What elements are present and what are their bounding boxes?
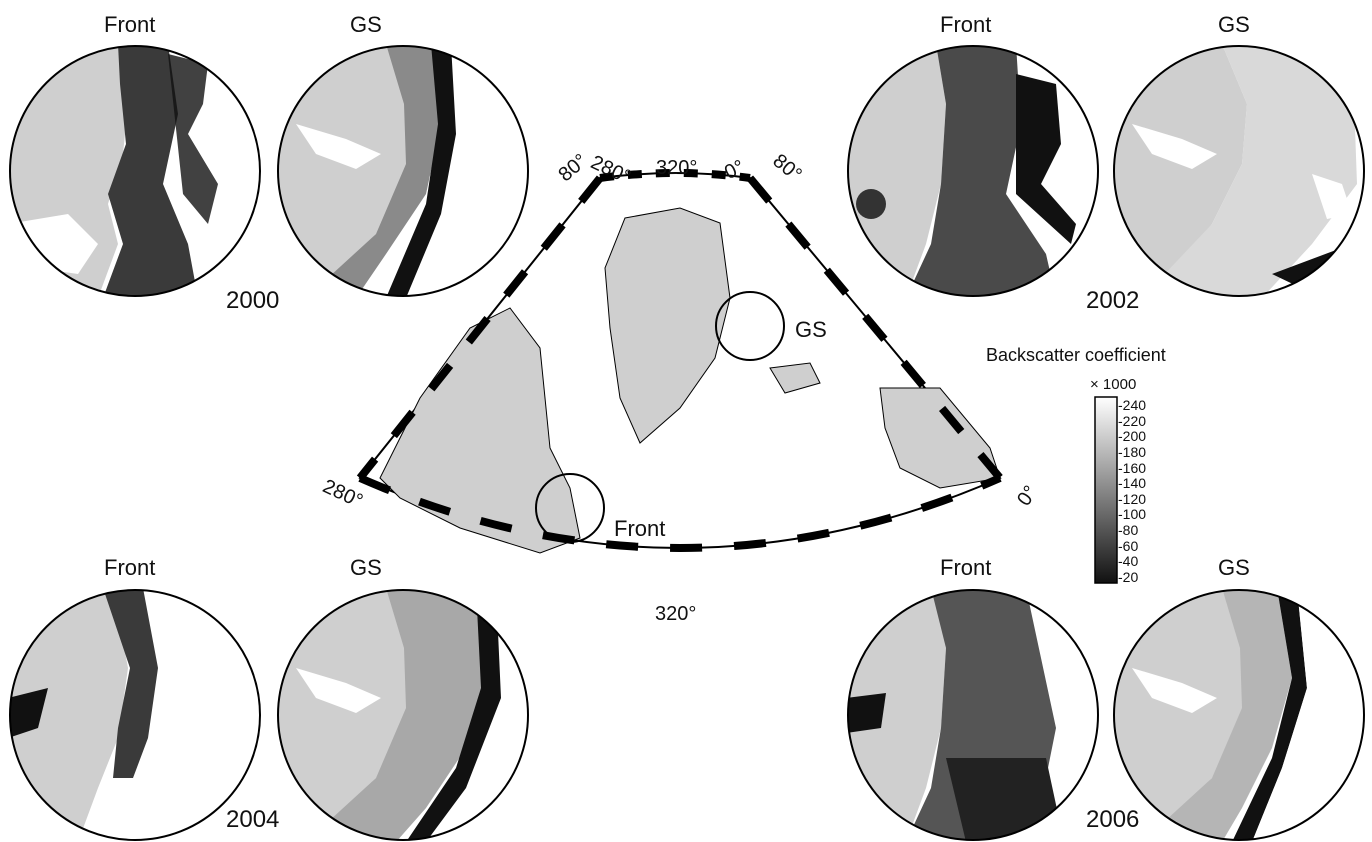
colorbar-tick-label: -140 bbox=[1118, 475, 1147, 492]
front-label-2004: Front bbox=[104, 555, 156, 580]
front-location-circle bbox=[535, 473, 605, 543]
map-circle-label-front: Front bbox=[614, 516, 666, 541]
map-top-label-320: 320° bbox=[656, 157, 698, 179]
colorbar-scale: × 1000 bbox=[1090, 376, 1137, 393]
colorbar-tick-label: -20 bbox=[1118, 569, 1139, 585]
front-label-2000: Front bbox=[104, 12, 156, 37]
colorbar-tick-label: -240 bbox=[1118, 397, 1147, 413]
year-label-2006: 2006 bbox=[1086, 806, 1140, 833]
gs-circle-2000 bbox=[277, 45, 529, 297]
colorbar-tick-label: -40 bbox=[1118, 553, 1139, 570]
colorbar-tick-label: -120 bbox=[1118, 490, 1147, 507]
colorbar-tick-label: -180 bbox=[1118, 443, 1147, 460]
gs-circle-2004 bbox=[277, 589, 529, 841]
year-label-2004: 2004 bbox=[226, 806, 280, 833]
north-america bbox=[379, 307, 581, 554]
colorbar-tick-label: -160 bbox=[1118, 459, 1147, 476]
colorbar-tick-label: -220 bbox=[1118, 412, 1147, 429]
front-circle-2004 bbox=[9, 589, 261, 841]
europe bbox=[879, 387, 1001, 489]
gs-location-circle bbox=[715, 291, 785, 361]
colorbar-tick-label: -80 bbox=[1118, 522, 1139, 539]
gs-circle-2006 bbox=[1113, 589, 1365, 841]
gs-circle-2002 bbox=[1113, 45, 1365, 297]
colorbar-tick-label: -60 bbox=[1118, 537, 1139, 554]
year-label-2000: 2000 bbox=[226, 287, 280, 314]
iceland bbox=[769, 362, 821, 394]
map-bottom-label-320: 320° bbox=[655, 603, 697, 625]
colorbar-title: Backscatter coefficient bbox=[986, 345, 1166, 365]
map-circle-label-gs: GS bbox=[795, 317, 827, 342]
year-label-2002: 2002 bbox=[1086, 287, 1140, 314]
gs-label-2006: GS bbox=[1218, 555, 1250, 580]
gs-label-2004: GS bbox=[350, 555, 382, 580]
front-circle-2000 bbox=[9, 45, 261, 297]
gs-label-2000: GS bbox=[350, 12, 382, 37]
front-circle-2002 bbox=[847, 45, 1099, 297]
gs-label-2002: GS bbox=[1218, 12, 1250, 37]
colorbar-tick-label: -100 bbox=[1118, 506, 1147, 523]
greenland bbox=[604, 207, 731, 444]
overview-map bbox=[356, 169, 1004, 554]
front-label-2002: Front bbox=[940, 12, 992, 37]
colorbar-tick-label: -200 bbox=[1118, 428, 1147, 445]
front-circle-2006 bbox=[847, 589, 1099, 841]
colorbar bbox=[1094, 396, 1118, 584]
front-label-2006: Front bbox=[940, 555, 992, 580]
